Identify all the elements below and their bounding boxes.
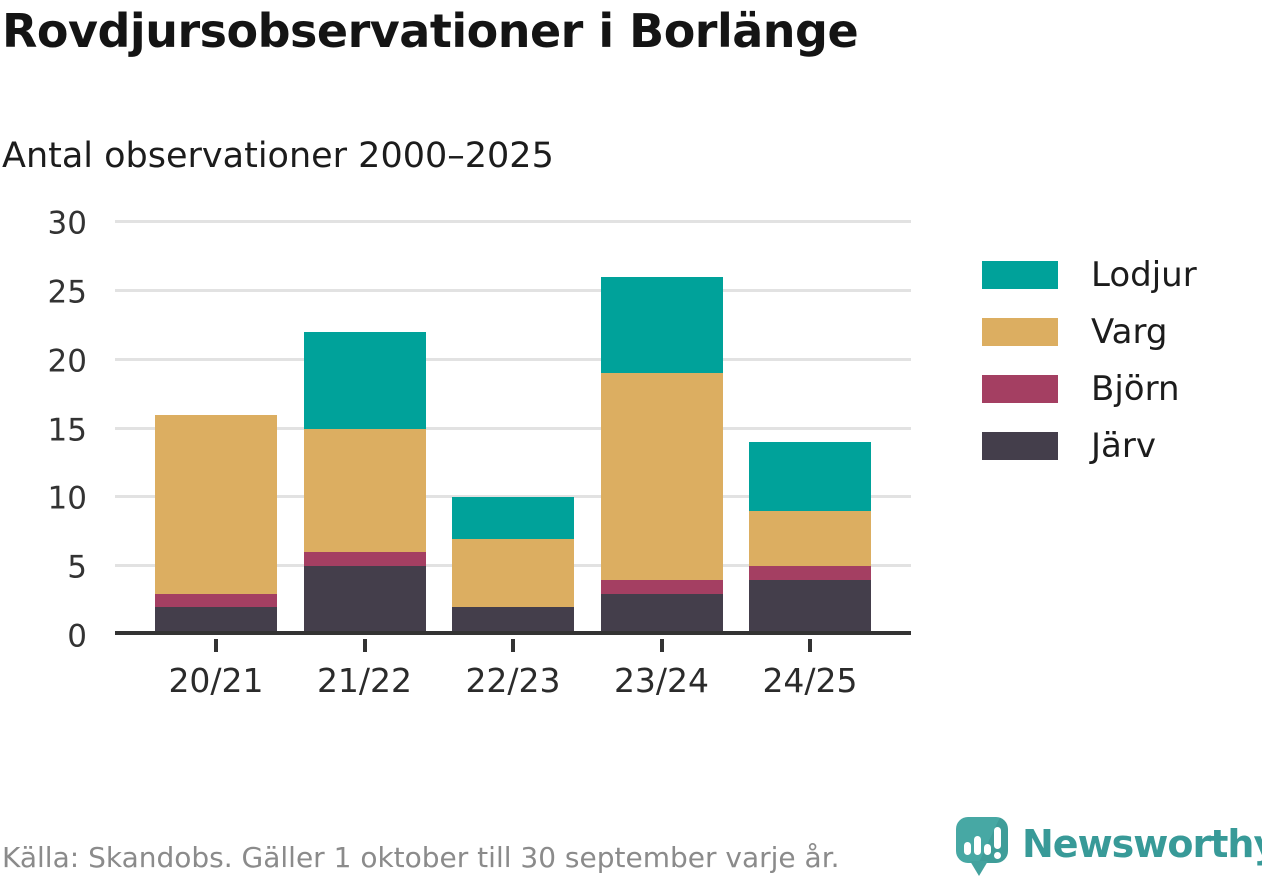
legend: Lodjur Varg Björn Järv [982, 255, 1197, 489]
x-tick-label: 24/25 [762, 661, 858, 700]
legend-item-björn: Björn [982, 369, 1197, 409]
x-axis-slot: 22/23 [452, 639, 574, 700]
x-tick-label: 20/21 [168, 661, 264, 700]
gridline [115, 426, 911, 430]
x-tick-mark [214, 639, 218, 652]
gridline [115, 288, 911, 292]
page-title: Rovdjursobservationer i Borlänge [2, 4, 859, 58]
legend-swatch [982, 261, 1058, 289]
legend-label: Lodjur [1091, 255, 1197, 295]
x-tick-mark [362, 639, 367, 652]
x-axis-labels: 20/21 21/22 22/23 23/24 24/25 [115, 639, 911, 700]
legend-item-lodjur: Lodjur [982, 255, 1197, 295]
legend-item-järv: Järv [982, 426, 1197, 466]
bar-segment-björn [155, 593, 277, 608]
chart-subtitle: Antal observationer 2000–2025 [2, 136, 554, 176]
y-tick-label: 15 [47, 412, 87, 448]
bar-segment-järv [303, 566, 426, 635]
bar-segment-lodjur [600, 277, 723, 374]
x-axis-slot: 20/21 [155, 639, 277, 700]
x-axis-slot: 23/24 [601, 639, 723, 700]
legend-swatch [982, 432, 1058, 460]
bar-segment-varg [749, 511, 871, 567]
stacked-bar-24-25 [749, 442, 871, 635]
x-tick-mark [659, 639, 664, 652]
legend-label: Järv [1091, 426, 1156, 466]
stacked-bar-21-22 [303, 332, 426, 635]
bar-segment-björn [600, 579, 723, 594]
bar-segment-varg [155, 414, 277, 594]
bar-segment-varg [452, 538, 574, 608]
bar-segment-lodjur [452, 497, 574, 539]
logo-chart-bar [964, 842, 971, 855]
plot-area [115, 220, 911, 635]
bar-segment-järv [600, 593, 723, 635]
y-tick-label: 30 [47, 205, 87, 242]
bar-segment-lodjur [303, 332, 426, 429]
gridline [115, 357, 911, 361]
bar-segment-järv [452, 607, 574, 635]
bar-segment-järv [155, 607, 277, 635]
stacked-bar-20-21 [155, 414, 277, 635]
stacked-bar-23-24 [600, 277, 723, 635]
brand-name: Newsworthy [1022, 822, 1262, 866]
legend-label: Varg [1091, 312, 1168, 352]
x-tick-label: 23/24 [613, 661, 710, 700]
legend-label: Björn [1091, 369, 1180, 409]
y-tick-label: 25 [47, 274, 87, 311]
y-tick-label: 0 [67, 618, 87, 655]
stacked-bar-22-23 [452, 497, 574, 635]
x-axis-line [115, 631, 911, 635]
legend-swatch [982, 318, 1058, 346]
bar-segment-björn [303, 552, 426, 567]
bar-segment-järv [749, 579, 871, 635]
gridline [115, 220, 911, 223]
logo-bubble-tail [970, 861, 988, 876]
y-tick-label: 10 [47, 480, 87, 517]
logo-exclamation-bar [994, 827, 1001, 849]
bar-segment-lodjur [749, 442, 871, 512]
x-axis-slot: 21/22 [304, 639, 426, 700]
bar-segment-björn [749, 566, 871, 580]
logo-exclamation-dot [994, 852, 1001, 859]
y-tick-label: 5 [67, 549, 87, 586]
source-note: Källa: Skandobs. Gäller 1 oktober till 3… [2, 841, 840, 874]
logo-chart-bar [984, 844, 991, 855]
legend-item-varg: Varg [982, 312, 1197, 352]
x-tick-mark [808, 639, 812, 652]
bars-container [115, 222, 911, 635]
gridline [115, 495, 911, 499]
bar-segment-varg [303, 428, 426, 553]
legend-swatch [982, 375, 1058, 403]
x-tick-mark [511, 639, 515, 652]
newsworthy-logo-icon [956, 817, 1010, 879]
logo-chart-bar [974, 836, 981, 855]
x-axis-slot: 24/25 [749, 639, 871, 700]
x-tick-label: 22/23 [465, 661, 561, 700]
y-axis-labels: 0 5 10 15 20 25 30 [0, 208, 95, 652]
bar-segment-varg [600, 373, 723, 580]
x-tick-label: 21/22 [316, 661, 413, 700]
y-tick-label: 20 [47, 343, 87, 380]
